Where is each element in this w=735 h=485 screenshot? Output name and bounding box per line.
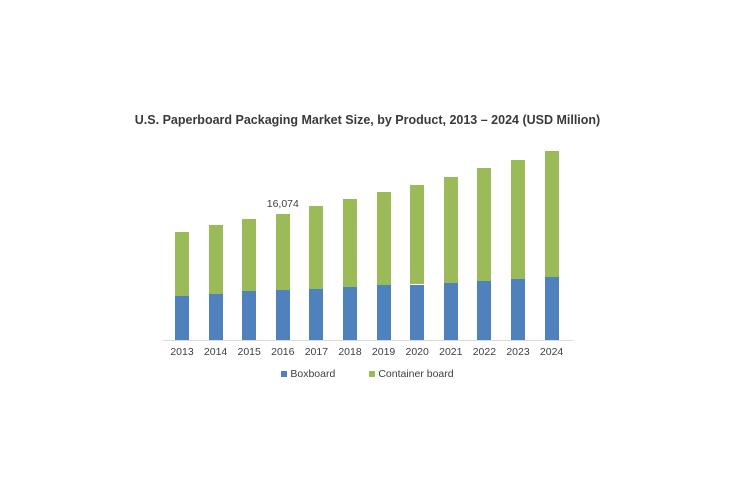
bar-2014	[208, 225, 223, 340]
bar-segment-boxboard	[309, 288, 324, 340]
bar-segment-container-board	[544, 150, 559, 277]
bar-2015	[242, 218, 257, 340]
bar-2022	[477, 167, 492, 340]
x-tick-label: 2024	[539, 346, 564, 358]
bar-segment-container-board	[410, 184, 425, 285]
bar-segment-boxboard	[376, 284, 391, 340]
bar-segment-boxboard	[208, 293, 223, 340]
bar-2013	[175, 231, 189, 340]
bar-segment-container-board	[242, 218, 257, 291]
bar-2018	[343, 198, 357, 340]
legend-item-container-board: Container board	[369, 368, 454, 380]
bar-segment-container-board	[309, 205, 324, 289]
bar-2023	[511, 159, 525, 340]
bar-segment-boxboard	[477, 280, 492, 340]
bar-segment-boxboard	[242, 291, 257, 340]
x-tick-label: 2014	[203, 346, 228, 358]
x-tick-label: 2017	[304, 346, 329, 358]
bar-segment-container-board	[477, 167, 492, 281]
bar-segment-container-board	[376, 192, 391, 285]
bar-segment-container-board	[175, 231, 189, 296]
bar-segment-boxboard	[343, 287, 357, 340]
legend-swatch-container-board	[369, 371, 376, 377]
chart-title: U.S. Paperboard Packaging Market Size, b…	[134, 113, 601, 127]
x-tick-label: 2020	[405, 346, 429, 358]
x-tick-label: 2013	[170, 346, 194, 358]
legend-item-boxboard: Boxboard	[281, 368, 335, 380]
x-tick-label: 2022	[472, 346, 497, 358]
bar-segment-container-board	[511, 159, 525, 279]
bar-2016	[275, 214, 290, 340]
bar-2017	[309, 205, 324, 340]
x-tick-label: 2018	[338, 346, 362, 358]
data-label-2016: 16,074	[266, 198, 299, 210]
bar-2020	[410, 184, 425, 340]
bar-segment-container-board	[443, 176, 458, 283]
bar-segment-boxboard	[275, 290, 290, 340]
bar-segment-boxboard	[410, 284, 425, 340]
x-tick-label: 2016	[271, 346, 295, 358]
x-tick-label: 2021	[439, 346, 463, 358]
bar-2021	[443, 176, 458, 340]
bar-2019	[376, 192, 391, 340]
legend-label-boxboard: Boxboard	[290, 368, 336, 380]
bar-segment-container-board	[275, 214, 290, 290]
x-tick-label: 2019	[371, 346, 396, 358]
bar-segment-boxboard	[443, 283, 458, 340]
bar-2024	[544, 150, 559, 340]
bar-segment-boxboard	[511, 279, 525, 340]
bar-segment-container-board	[208, 225, 223, 294]
legend-label-container-board: Container board	[378, 368, 454, 380]
x-tick-label: 2015	[237, 346, 261, 358]
bar-segment-container-board	[343, 198, 357, 287]
legend: Boxboard Container board	[0, 368, 735, 380]
x-tick-label: 2023	[506, 346, 530, 358]
legend-swatch-boxboard	[281, 371, 288, 377]
bar-segment-boxboard	[544, 276, 559, 340]
bar-segment-boxboard	[175, 295, 189, 340]
x-axis-line	[163, 340, 573, 341]
